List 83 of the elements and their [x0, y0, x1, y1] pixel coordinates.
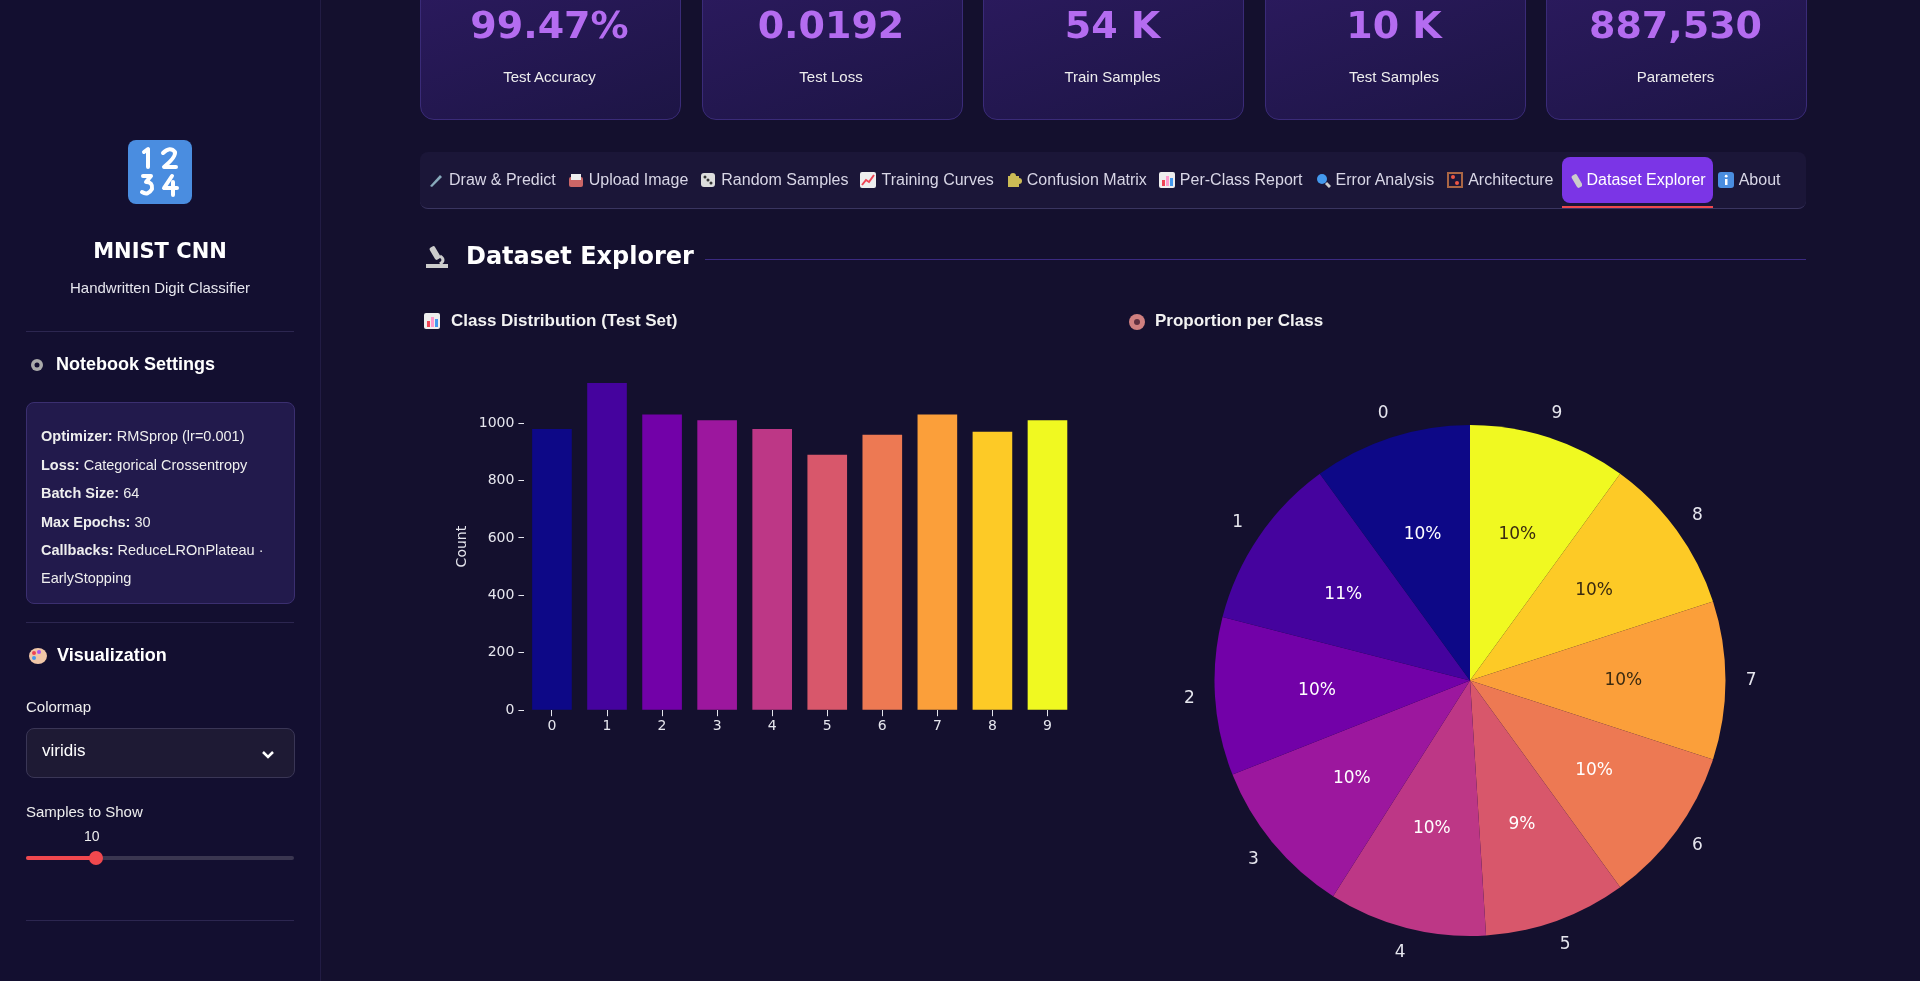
data-label: 10%: [1403, 523, 1442, 544]
text: Upload Image: [588, 170, 689, 190]
text: Dataset Explorer: [466, 242, 694, 270]
text: Dataset Explorer: [1586, 170, 1706, 190]
bar: [917, 414, 958, 710]
y-tick-label: 1000: [478, 413, 515, 430]
y-tick-label: 200: [487, 643, 515, 660]
text: Per-Class Report: [1179, 170, 1303, 190]
x-tick-label: 5: [822, 717, 832, 734]
slice-label: 8: [1691, 503, 1703, 524]
text: MNIST CNN: [92, 239, 228, 263]
slice-label: 5: [1559, 933, 1571, 954]
bar: [697, 420, 737, 710]
bar: [807, 454, 848, 710]
slice-label: 2: [1184, 686, 1195, 707]
text: Max Epochs: 30: [41, 512, 152, 532]
x-tick-label: 9: [1043, 717, 1052, 734]
slice-label: 6: [1691, 834, 1703, 855]
text: Optimizer: RMSprop (lr=0.001): [41, 427, 246, 446]
text: Confusion Matrix: [1026, 170, 1147, 190]
x-tick-label: 3: [712, 717, 722, 734]
text: 10 K: [1345, 3, 1444, 47]
bar: [587, 383, 627, 710]
text: Random Samples: [721, 170, 849, 190]
y-tick-label: 800: [487, 471, 515, 488]
bar: [642, 414, 682, 710]
text: Test Accuracy: [502, 68, 597, 85]
text: Notebook Settings: [56, 354, 216, 375]
text: Error Analysis: [1335, 170, 1435, 190]
bar: [972, 431, 1013, 710]
bar: [532, 428, 572, 710]
text: Colormap: [26, 698, 92, 715]
x-tick-label: 0: [547, 717, 557, 734]
data-label: 10%: [1575, 578, 1613, 599]
data-label: 10%: [1498, 523, 1537, 544]
text: Architecture: [1468, 170, 1554, 190]
text: Train Samples: [1063, 68, 1162, 85]
text: Loss: Categorical Crossentropy: [41, 455, 249, 475]
data-label: 9%: [1508, 813, 1536, 834]
text: Visualization: [57, 645, 167, 666]
x-tick-label: 8: [987, 717, 997, 734]
y-tick-label: 0: [505, 700, 515, 717]
x-tick-label: 4: [767, 717, 777, 734]
text: 99.47%: [469, 3, 630, 47]
slice-label: 0: [1377, 401, 1389, 422]
slice-label: 7: [1745, 668, 1757, 689]
text: Parameters: [1635, 68, 1716, 85]
text: viridis: [42, 741, 86, 761]
data-label: 10%: [1332, 766, 1371, 787]
text: About: [1738, 170, 1781, 190]
slice-label: 1: [1232, 510, 1243, 531]
text: Handwritten Digit Classifier: [68, 279, 252, 296]
chart-title: Proportion per Class: [1155, 311, 1324, 331]
x-tick-label: 7: [932, 717, 942, 734]
x-tick-label: 1: [602, 717, 612, 734]
text: 0.0192: [756, 3, 906, 47]
text: Test Samples: [1347, 68, 1440, 85]
chart-title: Class Distribution (Test Set): [451, 311, 678, 331]
text: Training Curves: [881, 170, 994, 190]
text: 54 K: [1063, 3, 1162, 47]
x-tick-label: 6: [877, 717, 887, 734]
text: Test Loss: [798, 68, 864, 85]
text: Draw & Predict: [449, 170, 556, 190]
data-label: 10%: [1412, 817, 1451, 838]
data-label: 10%: [1575, 759, 1613, 780]
y-axis-title: Count: [453, 525, 470, 568]
text: 887,530: [1587, 3, 1764, 47]
bar: [862, 434, 903, 710]
text: Samples to Show: [26, 803, 143, 820]
slice-label: 4: [1394, 941, 1406, 962]
data-label: 10%: [1604, 668, 1643, 689]
data-label: 10%: [1298, 678, 1336, 699]
bar: [1027, 420, 1068, 710]
y-tick-label: 600: [487, 528, 515, 545]
data-label: 11%: [1324, 582, 1363, 603]
text: 10: [84, 828, 100, 844]
slice-label: 9: [1551, 401, 1563, 422]
y-tick-label: 400: [487, 586, 515, 603]
text: Batch Size: 64: [41, 484, 141, 503]
x-tick-label: 2: [657, 717, 667, 734]
slice-label: 3: [1248, 848, 1259, 869]
text: Callbacks: ReduceLROnPlateau · EarlyStopping: [41, 541, 265, 588]
bar: [752, 428, 793, 710]
